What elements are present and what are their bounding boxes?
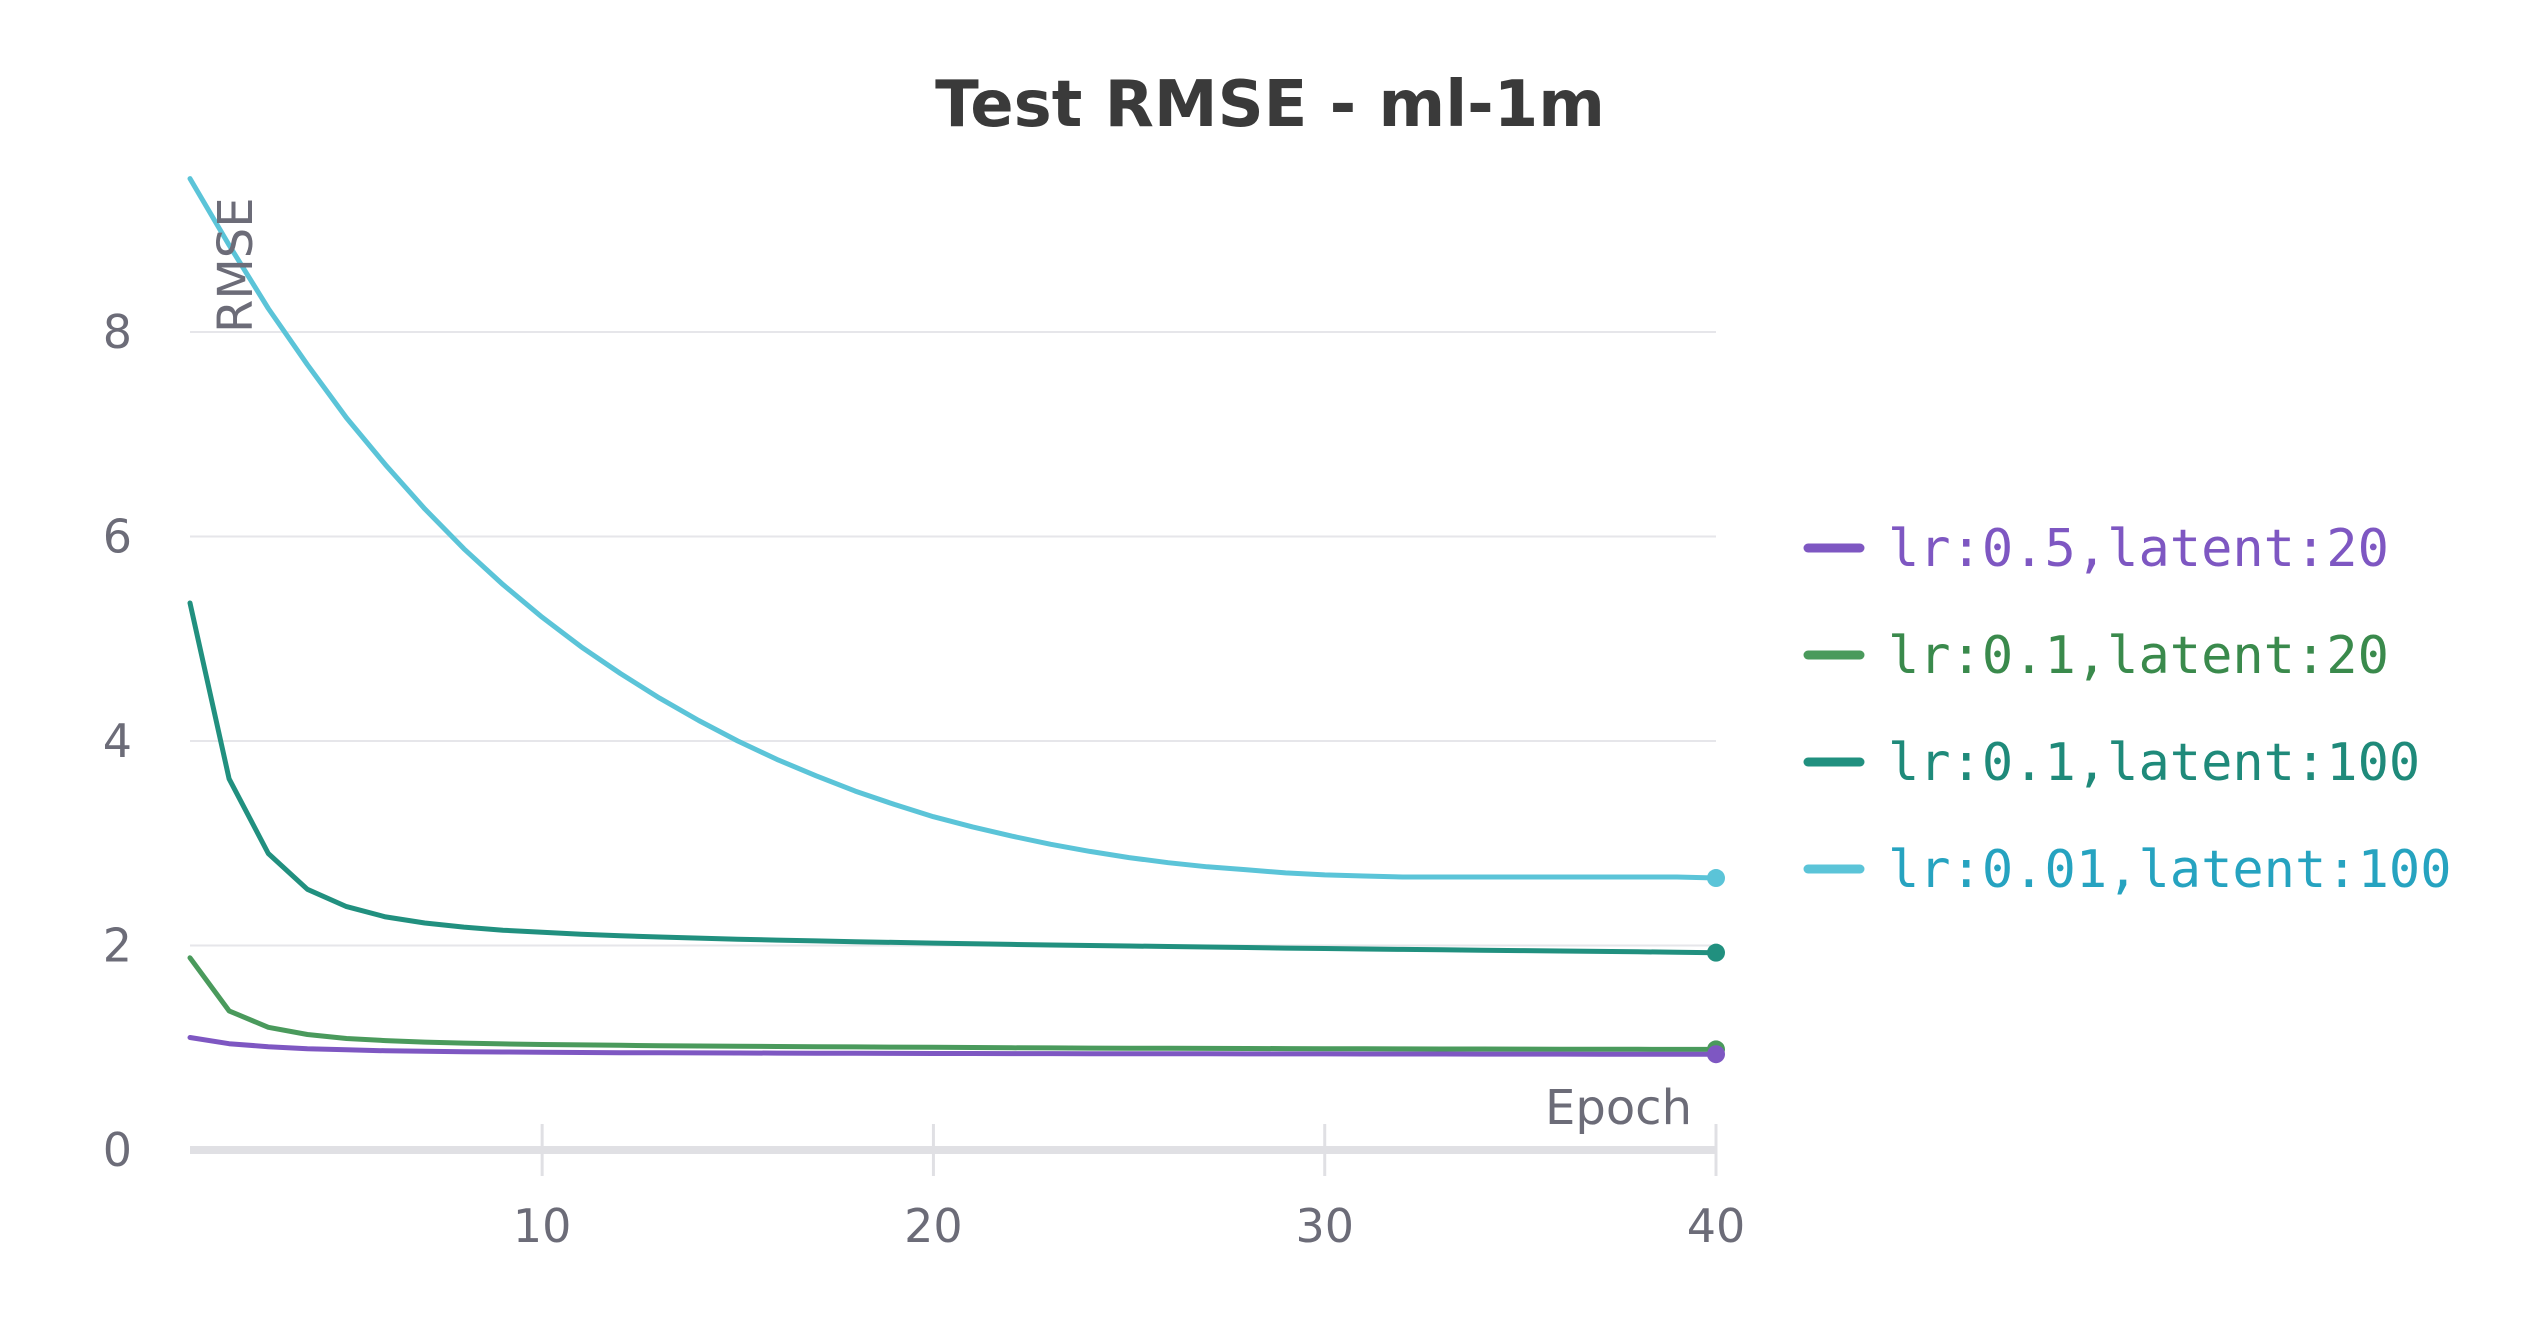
x-tick-label: 10 xyxy=(513,1199,572,1253)
legend-item[interactable]: lr:0.1,latent:20 xyxy=(1803,626,2389,686)
y-tick-label: 4 xyxy=(103,714,132,768)
y-axis-label: RMSE xyxy=(208,197,264,333)
series-end-point xyxy=(1707,1045,1725,1064)
series-line xyxy=(187,955,1719,1052)
axes: 0 2 4 6 8 10 20 30 40 xyxy=(103,305,1746,1253)
y-tick-label: 8 xyxy=(103,305,132,359)
series-line xyxy=(187,1035,1719,1057)
x-axis-label: Epoch xyxy=(1545,1080,1692,1136)
series-line xyxy=(187,600,1719,956)
grid xyxy=(190,331,1716,947)
legend: lr:0.5,latent:20 lr:0.1,latent:20 lr:0.1,l… xyxy=(1803,519,2452,900)
legend-item[interactable]: lr:0.1,latent:100 xyxy=(1803,733,2420,793)
chart-title: Test RMSE - ml-1m xyxy=(935,68,1605,142)
y-tick-label: 2 xyxy=(103,919,132,973)
series-end-point xyxy=(1707,943,1725,962)
legend-label: lr:0.01,latent:100 xyxy=(1888,840,2452,900)
series-lines xyxy=(187,176,1725,1064)
x-tick-label: 20 xyxy=(904,1199,963,1253)
x-tick-label: 40 xyxy=(1687,1199,1746,1253)
x-tick-label: 30 xyxy=(1295,1199,1354,1253)
y-tick-label: 0 xyxy=(103,1123,132,1177)
series-line xyxy=(187,176,1719,881)
legend-item[interactable]: lr:0.5,latent:20 xyxy=(1803,519,2389,579)
series-end-point xyxy=(1707,869,1725,888)
legend-item[interactable]: lr:0.01,latent:100 xyxy=(1803,840,2452,900)
y-tick-label: 6 xyxy=(103,510,132,564)
legend-label: lr:0.1,latent:20 xyxy=(1888,626,2389,686)
legend-label: lr:0.1,latent:100 xyxy=(1888,733,2420,793)
legend-label: lr:0.5,latent:20 xyxy=(1888,519,2389,579)
